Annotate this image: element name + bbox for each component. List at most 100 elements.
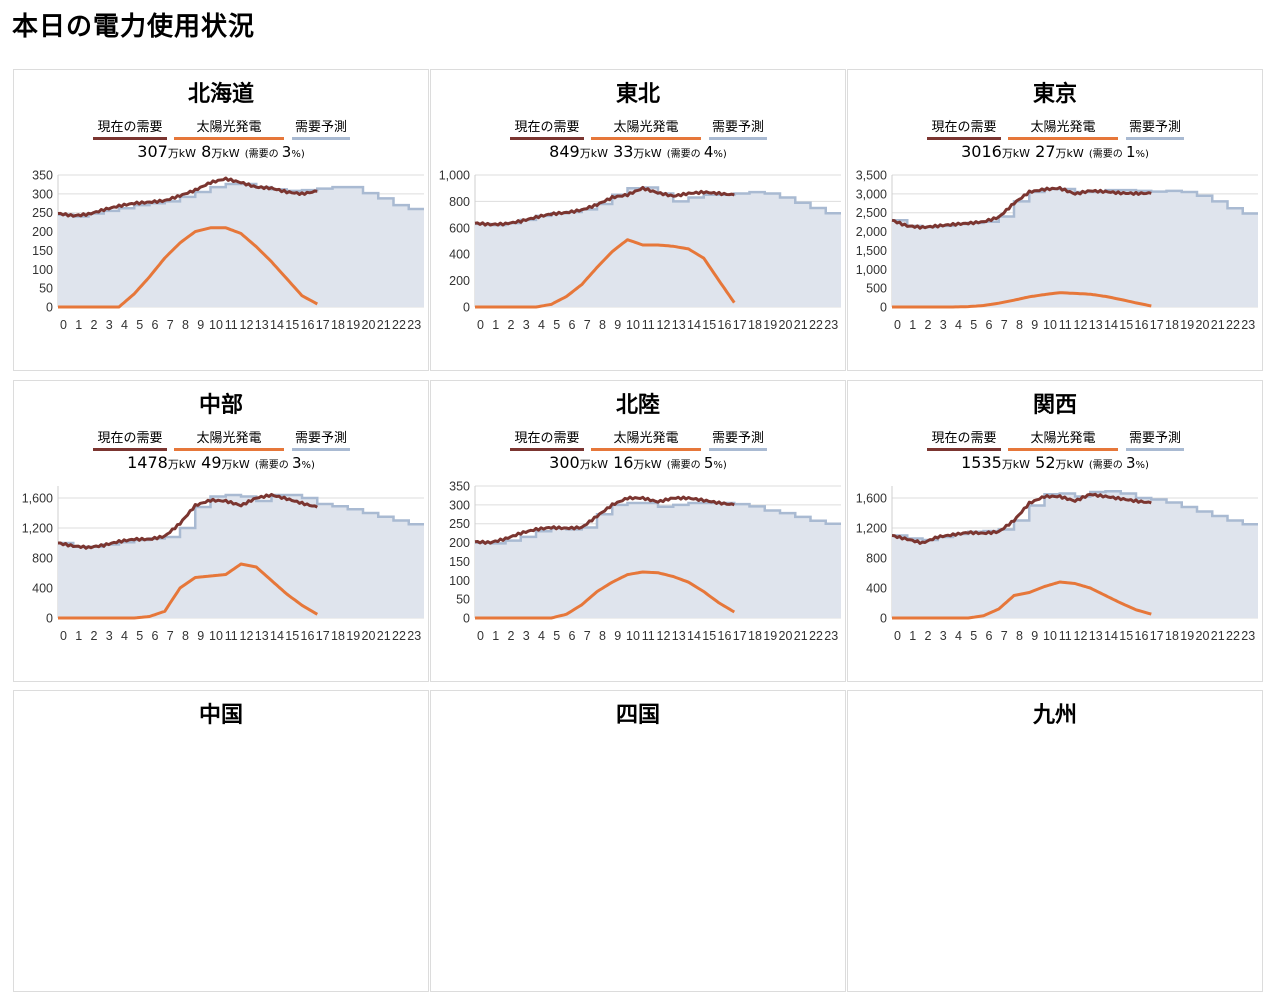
x-tick-label: 16	[1135, 629, 1149, 643]
solar-share-value: 3	[291, 454, 302, 472]
x-tick-label: 12	[657, 318, 671, 332]
solar-share-prefix: (需要の	[244, 149, 282, 160]
forecast-area	[58, 495, 424, 618]
solar-series	[892, 580, 1152, 620]
y-tick-label: 350	[449, 480, 470, 494]
legend-label: 現在の需要	[931, 120, 997, 135]
solar-value: 49	[201, 453, 222, 472]
x-tick-label: 13	[255, 629, 269, 643]
current-demand-unit: 万kW	[1001, 147, 1031, 160]
x-tick-label: 23	[1241, 318, 1255, 332]
legend-item-solar: 太陽光発電	[1008, 116, 1118, 140]
legend-item-forecast: 需要予測	[709, 116, 767, 140]
x-tick-label: 8	[599, 629, 606, 643]
legend-label: 需要予測	[1128, 120, 1181, 135]
y-tick-label: 0	[880, 612, 887, 626]
legend-swatch	[292, 448, 350, 451]
x-tick-label: 10	[209, 629, 223, 643]
current-demand-unit: 万kW	[579, 458, 608, 471]
forecast-series	[58, 182, 424, 218]
y-tick-label: 200	[32, 225, 53, 239]
solar-share-value: 4	[703, 143, 714, 161]
x-tick-label: 11	[1059, 318, 1072, 332]
legend-label: 需要予測	[711, 431, 764, 446]
region-panel: 関西 現在の需要 太陽光発電 需要予測 1535万kW 52万kW (需要の 3%) 0 4…	[847, 380, 1263, 682]
legend-label: 需要予測	[711, 120, 764, 135]
current-values: 849万kW 33万kW (需要の 4%)	[431, 142, 845, 164]
legend-swatch	[1126, 448, 1184, 451]
y-tick-label: 3,500	[856, 169, 887, 183]
legend-swatch	[1008, 137, 1118, 140]
solar-value: 33	[613, 142, 634, 161]
x-tick-label: 11	[225, 629, 238, 643]
current-demand-value: 849	[549, 142, 580, 161]
x-tick-label: 8	[1016, 318, 1023, 332]
y-tick-label: 800	[449, 195, 470, 209]
region-name: 東京	[1032, 82, 1077, 107]
x-tick-label: 10	[1043, 629, 1057, 643]
x-tick-label: 13	[1089, 629, 1103, 643]
x-tick-label: 21	[794, 318, 808, 332]
x-tick-label: 21	[377, 629, 391, 643]
y-tick-label: 150	[449, 555, 470, 569]
x-tick-label: 3	[106, 318, 113, 332]
current-values: 300万kW 16万kW (需要の 5%)	[431, 453, 845, 475]
x-tick-label: 7	[584, 629, 591, 643]
x-tick-label: 11	[1059, 629, 1072, 643]
x-tick-label: 14	[687, 318, 701, 332]
x-tick-label: 6	[986, 629, 993, 643]
x-tick-label: 3	[106, 629, 113, 643]
x-tick-label: 9	[1031, 629, 1038, 643]
y-tick-label: 400	[449, 248, 470, 262]
solar-series	[892, 291, 1152, 309]
x-tick-label: 8	[182, 318, 189, 332]
current-values: 3016万kW 27万kW (需要の 1%)	[848, 142, 1262, 164]
legend-label: 太陽光発電	[613, 431, 679, 446]
y-tick-label: 0	[46, 301, 53, 315]
legend-item-solar: 太陽光発電	[1008, 427, 1118, 451]
x-tick-label: 17	[733, 629, 747, 643]
x-tick-label: 1	[492, 629, 499, 643]
x-tick-label: 20	[779, 318, 793, 332]
legend: 現在の需要 太陽光発電 需要予測	[14, 427, 428, 451]
x-tick-label: 20	[779, 629, 793, 643]
x-tick-label: 17	[1150, 318, 1164, 332]
x-tick-label: 5	[970, 318, 977, 332]
x-tick-label: 19	[1180, 629, 1194, 643]
y-tick-label: 200	[449, 274, 470, 288]
current-values: 1478万kW 49万kW (需要の 3%)	[14, 453, 428, 475]
current-demand-value: 300	[549, 453, 580, 472]
legend-label: 現在の需要	[97, 120, 163, 135]
x-tick-label: 8	[599, 318, 606, 332]
legend-item-solar: 太陽光発電	[591, 427, 701, 451]
x-tick-label: 18	[331, 629, 345, 643]
y-tick-label: 0	[880, 301, 887, 315]
y-tick-label: 1,000	[856, 263, 887, 277]
x-tick-label: 7	[167, 629, 174, 643]
current-demand-unit: 万kW	[167, 458, 197, 471]
forecast-area	[58, 184, 424, 307]
solar-unit: 万kW	[633, 458, 662, 471]
solar-series	[58, 562, 319, 620]
x-tick-label: 17	[733, 318, 747, 332]
region-name: 北陸	[615, 393, 660, 418]
solar-share-prefix: (需要の	[254, 460, 292, 471]
y-tick-label: 1,000	[439, 169, 470, 183]
region-panel: 九州	[847, 690, 1263, 992]
x-tick-label: 19	[763, 318, 777, 332]
x-tick-label: 14	[1104, 318, 1118, 332]
current-values: 1535万kW 52万kW (需要の 3%)	[848, 453, 1262, 475]
x-tick-label: 3	[523, 318, 530, 332]
solar-value: 16	[613, 453, 634, 472]
x-tick-label: 18	[748, 629, 762, 643]
x-tick-label: 15	[1119, 318, 1133, 332]
legend-item-forecast: 需要予測	[1126, 116, 1184, 140]
legend: 現在の需要 太陽光発電 需要予測	[848, 427, 1262, 451]
legend-swatch	[510, 137, 584, 140]
x-tick-label: 12	[1074, 318, 1088, 332]
x-tick-label: 0	[894, 318, 901, 332]
x-tick-label: 12	[240, 318, 254, 332]
current-demand-series	[58, 492, 318, 550]
x-tick-label: 11	[642, 629, 655, 643]
